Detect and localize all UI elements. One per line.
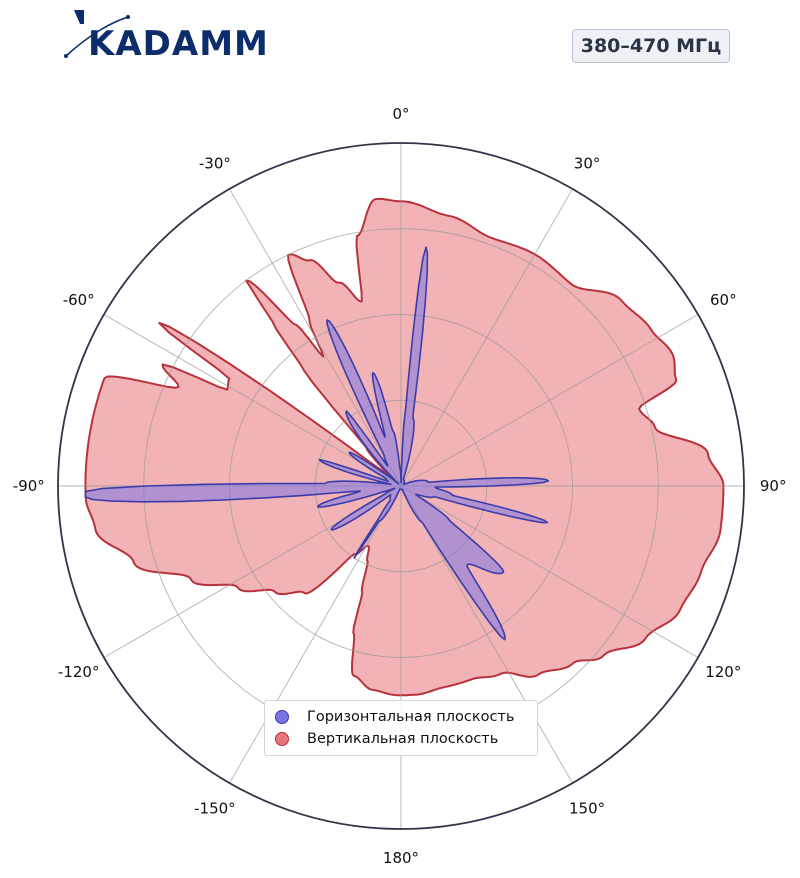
angle-tick-label: 60° xyxy=(710,291,737,309)
angle-tick-label: 180° xyxy=(383,849,419,867)
angle-tick-label: -90° xyxy=(13,477,45,495)
outer-frame xyxy=(57,142,745,830)
legend-swatch-horizontal xyxy=(275,710,289,724)
legend-label-horizontal: Горизонтальная плоскость xyxy=(307,709,515,725)
angle-tick-label: -120° xyxy=(58,663,100,681)
angular-gridline-150 xyxy=(400,485,573,784)
angular-gridline-60 xyxy=(400,314,699,487)
angle-tick-labels: 0° 30° 60° 90° 120° 150° 180° -150° -120° -90° -60… xyxy=(13,105,787,867)
logo-text: KADAMM xyxy=(88,24,269,64)
legend-item-vertical: Вертикальная плоскость xyxy=(275,731,498,747)
angle-tick-label: 90° xyxy=(760,477,787,495)
angular-gridline-30 xyxy=(400,188,573,487)
legend-item-horizontal: Горизонтальная плоскость xyxy=(275,709,514,725)
legend: Горизонтальная плоскость Вертикальная пл… xyxy=(264,700,538,756)
angle-tick-label: 150° xyxy=(569,799,605,817)
angle-tick-label: 30° xyxy=(574,155,601,173)
horizontal-plane-layer xyxy=(84,246,550,641)
angle-tick-label: 0° xyxy=(392,105,409,123)
angle-tick-label: -60° xyxy=(63,291,95,309)
series-horizontal-plane xyxy=(84,246,550,641)
polar-frame xyxy=(57,142,745,830)
angular-gridline-210 xyxy=(229,485,402,784)
angle-tick-label: 120° xyxy=(705,663,741,681)
angular-gridline-300 xyxy=(103,314,402,487)
legend-swatch-vertical xyxy=(275,732,289,746)
frequency-band-badge: 380–470 МГц xyxy=(572,29,730,63)
kadamm-logo: KADAMM xyxy=(60,6,270,64)
angular-gridline-120 xyxy=(400,485,699,658)
logo-mark-icon xyxy=(64,10,130,58)
angle-tick-label: -150° xyxy=(194,799,236,817)
angle-tick-label: -30° xyxy=(199,155,231,173)
angular-gridline-330 xyxy=(229,188,402,487)
legend-label-vertical: Вертикальная плоскость xyxy=(307,731,499,747)
